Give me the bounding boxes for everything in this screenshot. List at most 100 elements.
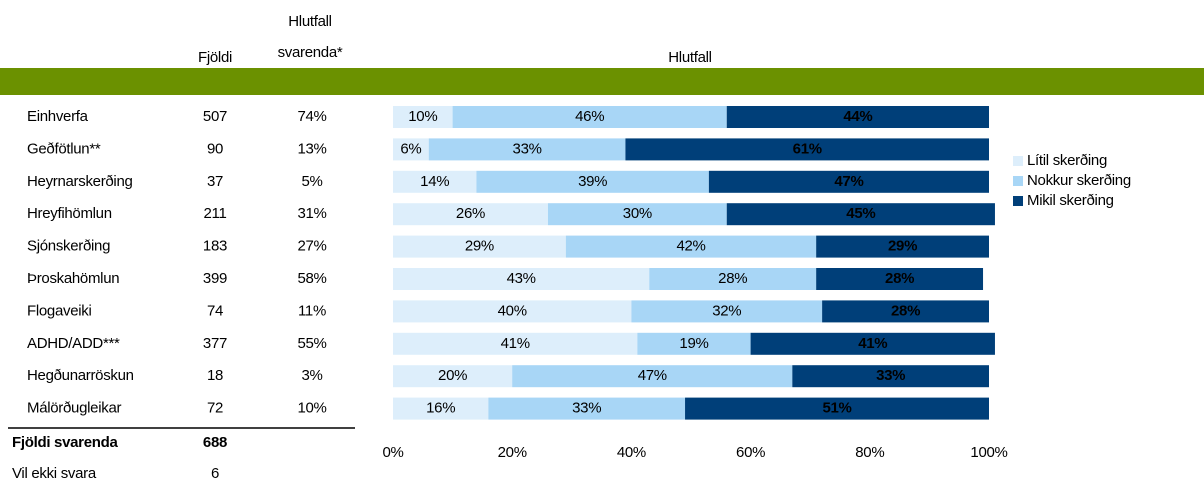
value-label: 42%	[676, 238, 705, 255]
bar-segment	[816, 235, 989, 258]
value-label: 41%	[501, 335, 530, 352]
x-tick-label: 100%	[970, 444, 1007, 461]
value-label: 16%	[426, 400, 455, 417]
x-tick-label: 60%	[736, 444, 765, 461]
value-label: 20%	[438, 367, 467, 384]
value-label: 26%	[456, 205, 485, 222]
value-label: 28%	[885, 270, 914, 287]
value-label: 19%	[679, 335, 708, 352]
row-label: Heyrnarskerðing	[27, 173, 133, 190]
share: 31%	[297, 205, 326, 222]
footer-label: Vil ekki svara	[12, 465, 97, 482]
chart-title: Hlutfall	[668, 49, 711, 66]
count: 90	[207, 140, 223, 157]
count: 377	[203, 335, 227, 352]
legend-swatch	[1013, 156, 1023, 166]
value-label: 32%	[712, 302, 741, 319]
count: 37	[207, 173, 223, 190]
bar-segment	[393, 332, 638, 355]
legend-label: Nokkur skerðing	[1027, 172, 1131, 189]
share: 58%	[297, 270, 326, 287]
row-label: Hreyfihömlun	[27, 205, 112, 222]
share: 13%	[297, 140, 326, 157]
value-label: 6%	[400, 140, 421, 157]
count: 183	[203, 238, 227, 255]
bar-segment	[393, 170, 477, 193]
bar-segment	[625, 138, 989, 161]
value-label: 28%	[891, 302, 920, 319]
bar-segment	[393, 365, 513, 388]
share: 3%	[301, 367, 322, 384]
column-header: Fjöldi	[198, 49, 232, 66]
value-label: 33%	[513, 140, 542, 157]
row-label: Flogaveiki	[27, 302, 92, 319]
bar-segment	[726, 106, 989, 128]
bar-segment	[822, 300, 989, 323]
row-label: Málörðugleikar	[27, 400, 121, 417]
bar-segment	[393, 203, 548, 226]
bar-segment	[726, 203, 995, 226]
value-label: 29%	[888, 238, 917, 255]
header-band	[0, 68, 1204, 95]
bar-segment	[792, 365, 989, 388]
value-label: 33%	[876, 367, 905, 384]
bar-segment	[750, 332, 995, 355]
value-label: 40%	[498, 302, 527, 319]
x-tick-label: 0%	[382, 444, 403, 461]
value-label: 33%	[572, 400, 601, 417]
count: 211	[203, 205, 226, 222]
row-label: Einhverfa	[27, 108, 89, 125]
count: 507	[203, 108, 227, 125]
value-label: 43%	[507, 270, 536, 287]
value-label: 39%	[578, 173, 607, 190]
legend-label: Mikil skerðing	[1027, 192, 1114, 209]
value-label: 47%	[834, 173, 863, 190]
row-label: Þroskahömlun	[27, 270, 119, 287]
row-label: Sjónskerðing	[27, 238, 110, 255]
column-header-box: Hlutfall svarenda*	[277, 13, 343, 61]
bar-segment	[649, 268, 817, 290]
bar-segment	[393, 106, 453, 128]
bar-segment	[488, 397, 686, 420]
value-label: 14%	[420, 173, 449, 190]
share: 5%	[301, 173, 322, 190]
value-label: 10%	[408, 108, 437, 125]
count: 74	[207, 302, 223, 319]
value-label: 51%	[822, 400, 851, 417]
bar-segment	[452, 106, 727, 128]
column-header: Hlutfall svarenda*	[277, 13, 343, 61]
x-tick-label: 80%	[855, 444, 884, 461]
x-tick-label: 40%	[617, 444, 646, 461]
legend-label: Lítil skerðing	[1027, 152, 1107, 169]
bar-segment	[565, 235, 817, 258]
value-label: 30%	[623, 205, 652, 222]
bar-segment	[393, 235, 566, 258]
share: 11%	[298, 302, 326, 319]
share: 74%	[297, 108, 326, 125]
bar-segment	[816, 268, 984, 290]
value-label: 61%	[793, 140, 822, 157]
bar-segment	[476, 170, 709, 193]
bar-segment	[393, 300, 632, 323]
footer-label: Fjöldi svarenda	[12, 434, 118, 451]
bar-segment	[393, 138, 429, 161]
row-label: ADHD/ADD***	[27, 335, 120, 352]
value-label: 41%	[858, 335, 887, 352]
share: 10%	[297, 400, 326, 417]
value-label: 46%	[575, 108, 604, 125]
footer-value: 688	[203, 434, 227, 451]
row-label: Hegðunarröskun	[27, 367, 134, 384]
value-label: 28%	[718, 270, 747, 287]
value-label: 45%	[846, 205, 875, 222]
value-label: 47%	[638, 367, 667, 384]
share: 55%	[297, 335, 326, 352]
bar-segment	[393, 268, 650, 290]
bar-segment	[708, 170, 989, 193]
bar-segment	[428, 138, 626, 161]
footer-value: 6	[211, 465, 219, 482]
count: 18	[207, 367, 223, 384]
bar-segment	[685, 397, 989, 420]
legend-swatch	[1013, 176, 1023, 186]
share: 27%	[297, 238, 326, 255]
